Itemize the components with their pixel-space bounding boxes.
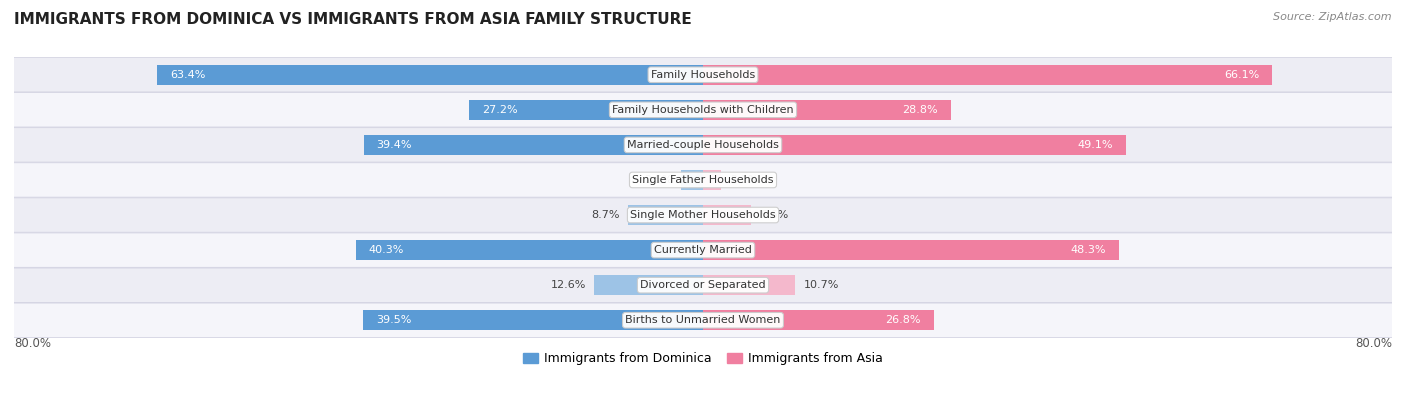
Text: IMMIGRANTS FROM DOMINICA VS IMMIGRANTS FROM ASIA FAMILY STRUCTURE: IMMIGRANTS FROM DOMINICA VS IMMIGRANTS F… (14, 12, 692, 27)
Text: 63.4%: 63.4% (170, 70, 205, 80)
Text: 8.7%: 8.7% (591, 210, 620, 220)
Bar (468, 100, 703, 120)
FancyBboxPatch shape (0, 268, 1406, 302)
Text: 28.8%: 28.8% (903, 105, 938, 115)
Text: 39.4%: 39.4% (377, 140, 412, 150)
Bar (703, 310, 934, 330)
Bar (703, 170, 721, 190)
Text: 48.3%: 48.3% (1070, 245, 1107, 255)
Text: Single Father Households: Single Father Households (633, 175, 773, 185)
Text: 27.2%: 27.2% (482, 105, 517, 115)
FancyBboxPatch shape (0, 93, 1406, 127)
Text: Births to Unmarried Women: Births to Unmarried Women (626, 315, 780, 325)
Bar (356, 240, 703, 260)
FancyBboxPatch shape (0, 233, 1406, 267)
Text: Single Mother Households: Single Mother Households (630, 210, 776, 220)
Text: Source: ZipAtlas.com: Source: ZipAtlas.com (1274, 12, 1392, 22)
Text: Currently Married: Currently Married (654, 245, 752, 255)
Bar (703, 275, 796, 295)
Text: Married-couple Households: Married-couple Households (627, 140, 779, 150)
Text: 80.0%: 80.0% (14, 337, 51, 350)
Bar (703, 205, 751, 225)
Text: 49.1%: 49.1% (1077, 140, 1114, 150)
Legend: Immigrants from Dominica, Immigrants from Asia: Immigrants from Dominica, Immigrants fro… (523, 352, 883, 365)
Bar (157, 65, 703, 85)
FancyBboxPatch shape (0, 58, 1406, 92)
Bar (703, 100, 950, 120)
Text: 39.5%: 39.5% (375, 315, 411, 325)
Bar (363, 310, 703, 330)
Bar (703, 135, 1126, 155)
Bar (595, 275, 703, 295)
FancyBboxPatch shape (0, 128, 1406, 162)
Text: 26.8%: 26.8% (886, 315, 921, 325)
Text: 2.1%: 2.1% (730, 175, 758, 185)
FancyBboxPatch shape (0, 163, 1406, 197)
Text: Family Households with Children: Family Households with Children (612, 105, 794, 115)
Bar (628, 205, 703, 225)
Text: 5.6%: 5.6% (759, 210, 789, 220)
Bar (364, 135, 703, 155)
Text: 66.1%: 66.1% (1225, 70, 1260, 80)
Bar (703, 240, 1119, 260)
Text: 2.5%: 2.5% (644, 175, 673, 185)
Text: 80.0%: 80.0% (1355, 337, 1392, 350)
Bar (703, 65, 1272, 85)
Bar (682, 170, 703, 190)
Text: Divorced or Separated: Divorced or Separated (640, 280, 766, 290)
Text: Family Households: Family Households (651, 70, 755, 80)
Text: 40.3%: 40.3% (368, 245, 405, 255)
FancyBboxPatch shape (0, 303, 1406, 337)
FancyBboxPatch shape (0, 198, 1406, 232)
Text: 12.6%: 12.6% (551, 280, 586, 290)
Text: 10.7%: 10.7% (804, 280, 839, 290)
